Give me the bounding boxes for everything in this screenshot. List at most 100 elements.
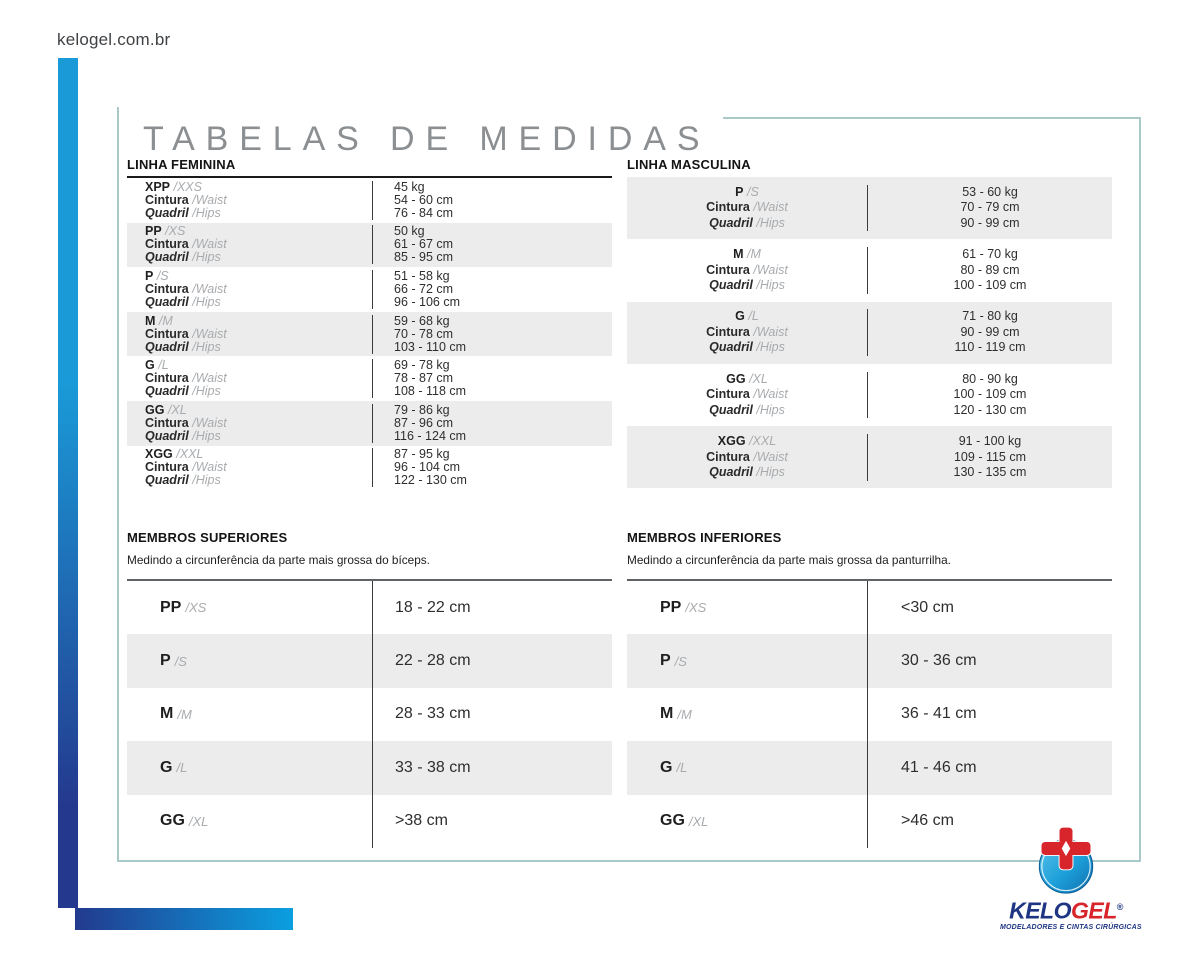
hips-label-en: /Hips: [192, 384, 221, 399]
measurement-cell: 71 - 80 kg 90 - 99 cm 110 - 119 cm: [867, 309, 1112, 356]
size-code-en: /XL: [188, 813, 209, 829]
hips-label: Quadril: [709, 402, 753, 417]
size-row: GG /XL Cintura /Waist Quadril /Hips 80 -…: [627, 364, 1112, 426]
table-linha-masculina: LINHA MASCULINA P /S Cintura /Waist Quad…: [627, 157, 1112, 489]
kelogel-cross-icon: [1038, 826, 1094, 894]
waist-label-en: /Waist: [192, 326, 227, 341]
waist-value: 70 - 79 cm: [960, 200, 1020, 215]
hips-label-en: /Hips: [192, 294, 221, 309]
hips-value: 108 - 118 cm: [394, 384, 467, 399]
size-row: XGG /XXL Cintura /Waist Quadril /Hips 91…: [627, 426, 1112, 489]
weight-value: 45 kg: [394, 179, 425, 194]
hips-value: 90 - 99 cm: [960, 215, 1020, 230]
waist-value: 78 - 87 cm: [394, 371, 454, 386]
size-row: P /S 30 - 36 cm: [627, 634, 1112, 688]
size-code: GG: [160, 812, 185, 830]
waist-value: 109 - 115 cm: [953, 449, 1027, 464]
size-code: XGG: [717, 434, 746, 449]
waist-value: 70 - 78 cm: [394, 326, 454, 341]
size-row: XPP /XXS Cintura /Waist Quadril /Hips 45…: [127, 178, 612, 223]
size-code-en: /XS: [185, 600, 207, 616]
size-cell: GG /XL Cintura /Waist Quadril /Hips: [127, 402, 372, 443]
weight-value: 53 - 60 kg: [962, 184, 1018, 199]
waist-value: 54 - 60 cm: [394, 192, 454, 207]
size-code-en: /XS: [165, 224, 186, 239]
size-code-en: /S: [174, 653, 187, 669]
measurement-cell: 45 kg 54 - 60 cm 76 - 84 cm: [372, 179, 612, 220]
weight-value: 91 - 100 kg: [958, 434, 1022, 449]
waist-value: 80 - 89 cm: [960, 262, 1020, 277]
hips-label-en: /Hips: [756, 465, 785, 480]
size-code: M: [660, 705, 674, 723]
measurement-cell: >46 cm: [867, 794, 1112, 848]
measurement-cell: 51 - 58 kg 66 - 72 cm 96 - 106 cm: [372, 268, 612, 309]
size-code-en: /M: [177, 706, 192, 722]
size-code-en: /S: [747, 184, 759, 199]
size-row: G /L 33 - 38 cm: [127, 741, 612, 795]
circumference-value: 36 - 41 cm: [901, 705, 977, 723]
size-cell: G /L: [127, 741, 372, 794]
waist-label: Cintura: [706, 262, 750, 277]
size-code: P: [735, 184, 744, 199]
size-code-en: /XL: [167, 402, 187, 417]
table-subtitle: Medindo a circunferência da parte mais g…: [127, 553, 430, 567]
measurement-cell: 18 - 22 cm: [372, 581, 612, 635]
waist-label: Cintura: [706, 200, 750, 215]
waist-label: Cintura: [706, 387, 750, 402]
waist-label: Cintura: [706, 449, 750, 464]
size-code: XPP: [145, 179, 171, 194]
size-row: M /M 36 - 41 cm: [627, 687, 1112, 742]
size-code: M: [145, 313, 156, 328]
site-url: kelogel.com.br: [57, 30, 171, 49]
hips-value: 76 - 84 cm: [394, 205, 454, 220]
hips-value: 85 - 95 cm: [394, 250, 454, 265]
size-cell: PP /XS Cintura /Waist Quadril /Hips: [127, 225, 372, 264]
size-cell: P /S: [127, 634, 372, 687]
waist-label: Cintura: [145, 237, 189, 252]
size-row: M /M Cintura /Waist Quadril /Hips 59 - 6…: [127, 311, 612, 357]
size-cell: M /M: [127, 688, 372, 741]
hips-label-en: /Hips: [192, 473, 221, 488]
waist-value: 90 - 99 cm: [960, 324, 1020, 339]
hips-value: 110 - 119 cm: [954, 340, 1026, 355]
size-cell: P /S Cintura /Waist Quadril /Hips: [627, 185, 867, 232]
size-row: XGG /XXL Cintura /Waist Quadril /Hips 87…: [127, 446, 612, 491]
size-code-en: /S: [156, 268, 169, 283]
circumference-value: >38 cm: [395, 812, 448, 830]
waist-label: Cintura: [145, 281, 189, 296]
weight-value: 87 - 95 kg: [394, 447, 450, 462]
size-code: XGG: [145, 447, 173, 462]
measurement-cell: 80 - 90 kg 100 - 109 cm 120 - 130 cm: [867, 371, 1112, 419]
size-cell: XGG /XXL Cintura /Waist Quadril /Hips: [127, 448, 372, 487]
waist-value: 96 - 104 cm: [394, 460, 461, 475]
circumference-value: <30 cm: [901, 598, 954, 616]
size-row: G /L 41 - 46 cm: [627, 741, 1112, 795]
weight-value: 51 - 58 kg: [394, 268, 450, 283]
size-row: PP /XS Cintura /Waist Quadril /Hips 50 k…: [127, 222, 612, 268]
frame-line-top: [723, 117, 1141, 119]
table-linha-feminina: LINHA FEMININA XPP /XXS Cintura /Waist Q…: [127, 157, 612, 490]
table-heading: MEMBROS INFERIORES: [627, 530, 782, 545]
waist-value: 87 - 96 cm: [394, 415, 454, 430]
registered-mark: ®: [1116, 902, 1124, 912]
size-cell: G /L Cintura /Waist Quadril /Hips: [127, 359, 372, 398]
waist-label: Cintura: [145, 326, 189, 341]
measurement-cell: 30 - 36 cm: [867, 634, 1112, 688]
size-code: G: [660, 758, 673, 776]
hips-value: 120 - 130 cm: [953, 402, 1027, 417]
measurement-cell: 33 - 38 cm: [372, 741, 612, 795]
size-code-en: /XS: [685, 600, 707, 616]
hips-label: Quadril: [145, 250, 189, 265]
brand-kelo: KELO: [1009, 897, 1071, 924]
size-cell: M /M: [627, 688, 867, 741]
hips-label-en: /Hips: [192, 339, 221, 354]
size-code-en: /XL: [749, 371, 768, 386]
waist-label-en: /Waist: [753, 449, 788, 464]
brand-tagline: MODELADORES E CINTAS CIRÚRGICAS: [1000, 923, 1142, 931]
size-code: G: [145, 358, 155, 373]
circumference-value: 28 - 33 cm: [395, 705, 471, 723]
waist-label-en: /Waist: [192, 192, 227, 207]
measurement-cell: 59 - 68 kg 70 - 78 cm 103 - 110 cm: [372, 314, 612, 354]
size-cell: PP /XS: [127, 581, 372, 634]
table-rows: PP /XS <30 cm P /S 30 - 36 cm: [627, 579, 1112, 848]
